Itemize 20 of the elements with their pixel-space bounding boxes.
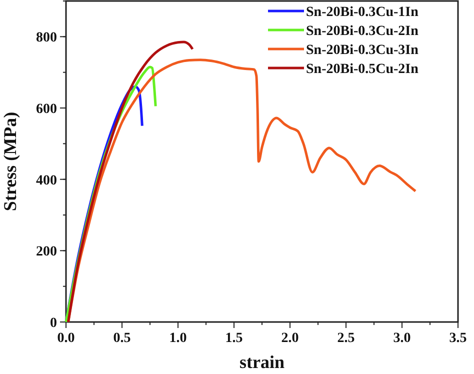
x-tick-label: 1.5 [225, 331, 243, 346]
x-tick-label: 2.5 [337, 331, 355, 346]
x-axis-title: strain [240, 352, 284, 372]
line-series [66, 40, 194, 324]
y-tick-label: 400 [36, 173, 57, 188]
y-tick-label: 200 [36, 244, 57, 260]
y-tick-label: 800 [36, 30, 57, 46]
legend-label: Sn-20Bi-0.3Cu-3In [306, 43, 419, 58]
y-tick-label: 600 [36, 102, 57, 117]
x-tick-label: 3.5 [449, 331, 467, 346]
legend-label: Sn-20Bi-0.5Cu-2In [306, 62, 419, 77]
x-tick-label: 0.5 [113, 331, 131, 346]
legend-label: Sn-20Bi-0.3Cu-2In [306, 24, 419, 39]
x-tick-label: 2.0 [281, 331, 299, 346]
x-tick-label: 3.0 [393, 331, 411, 346]
legend-label: Sn-20Bi-0.3Cu-1In [306, 5, 419, 20]
y-axis-title: Stress (MPa) [0, 112, 20, 212]
y-tick-label: 0 [50, 316, 57, 331]
x-tick-label: 1.0 [169, 331, 187, 346]
x-tick-label: 0.0 [57, 331, 75, 346]
